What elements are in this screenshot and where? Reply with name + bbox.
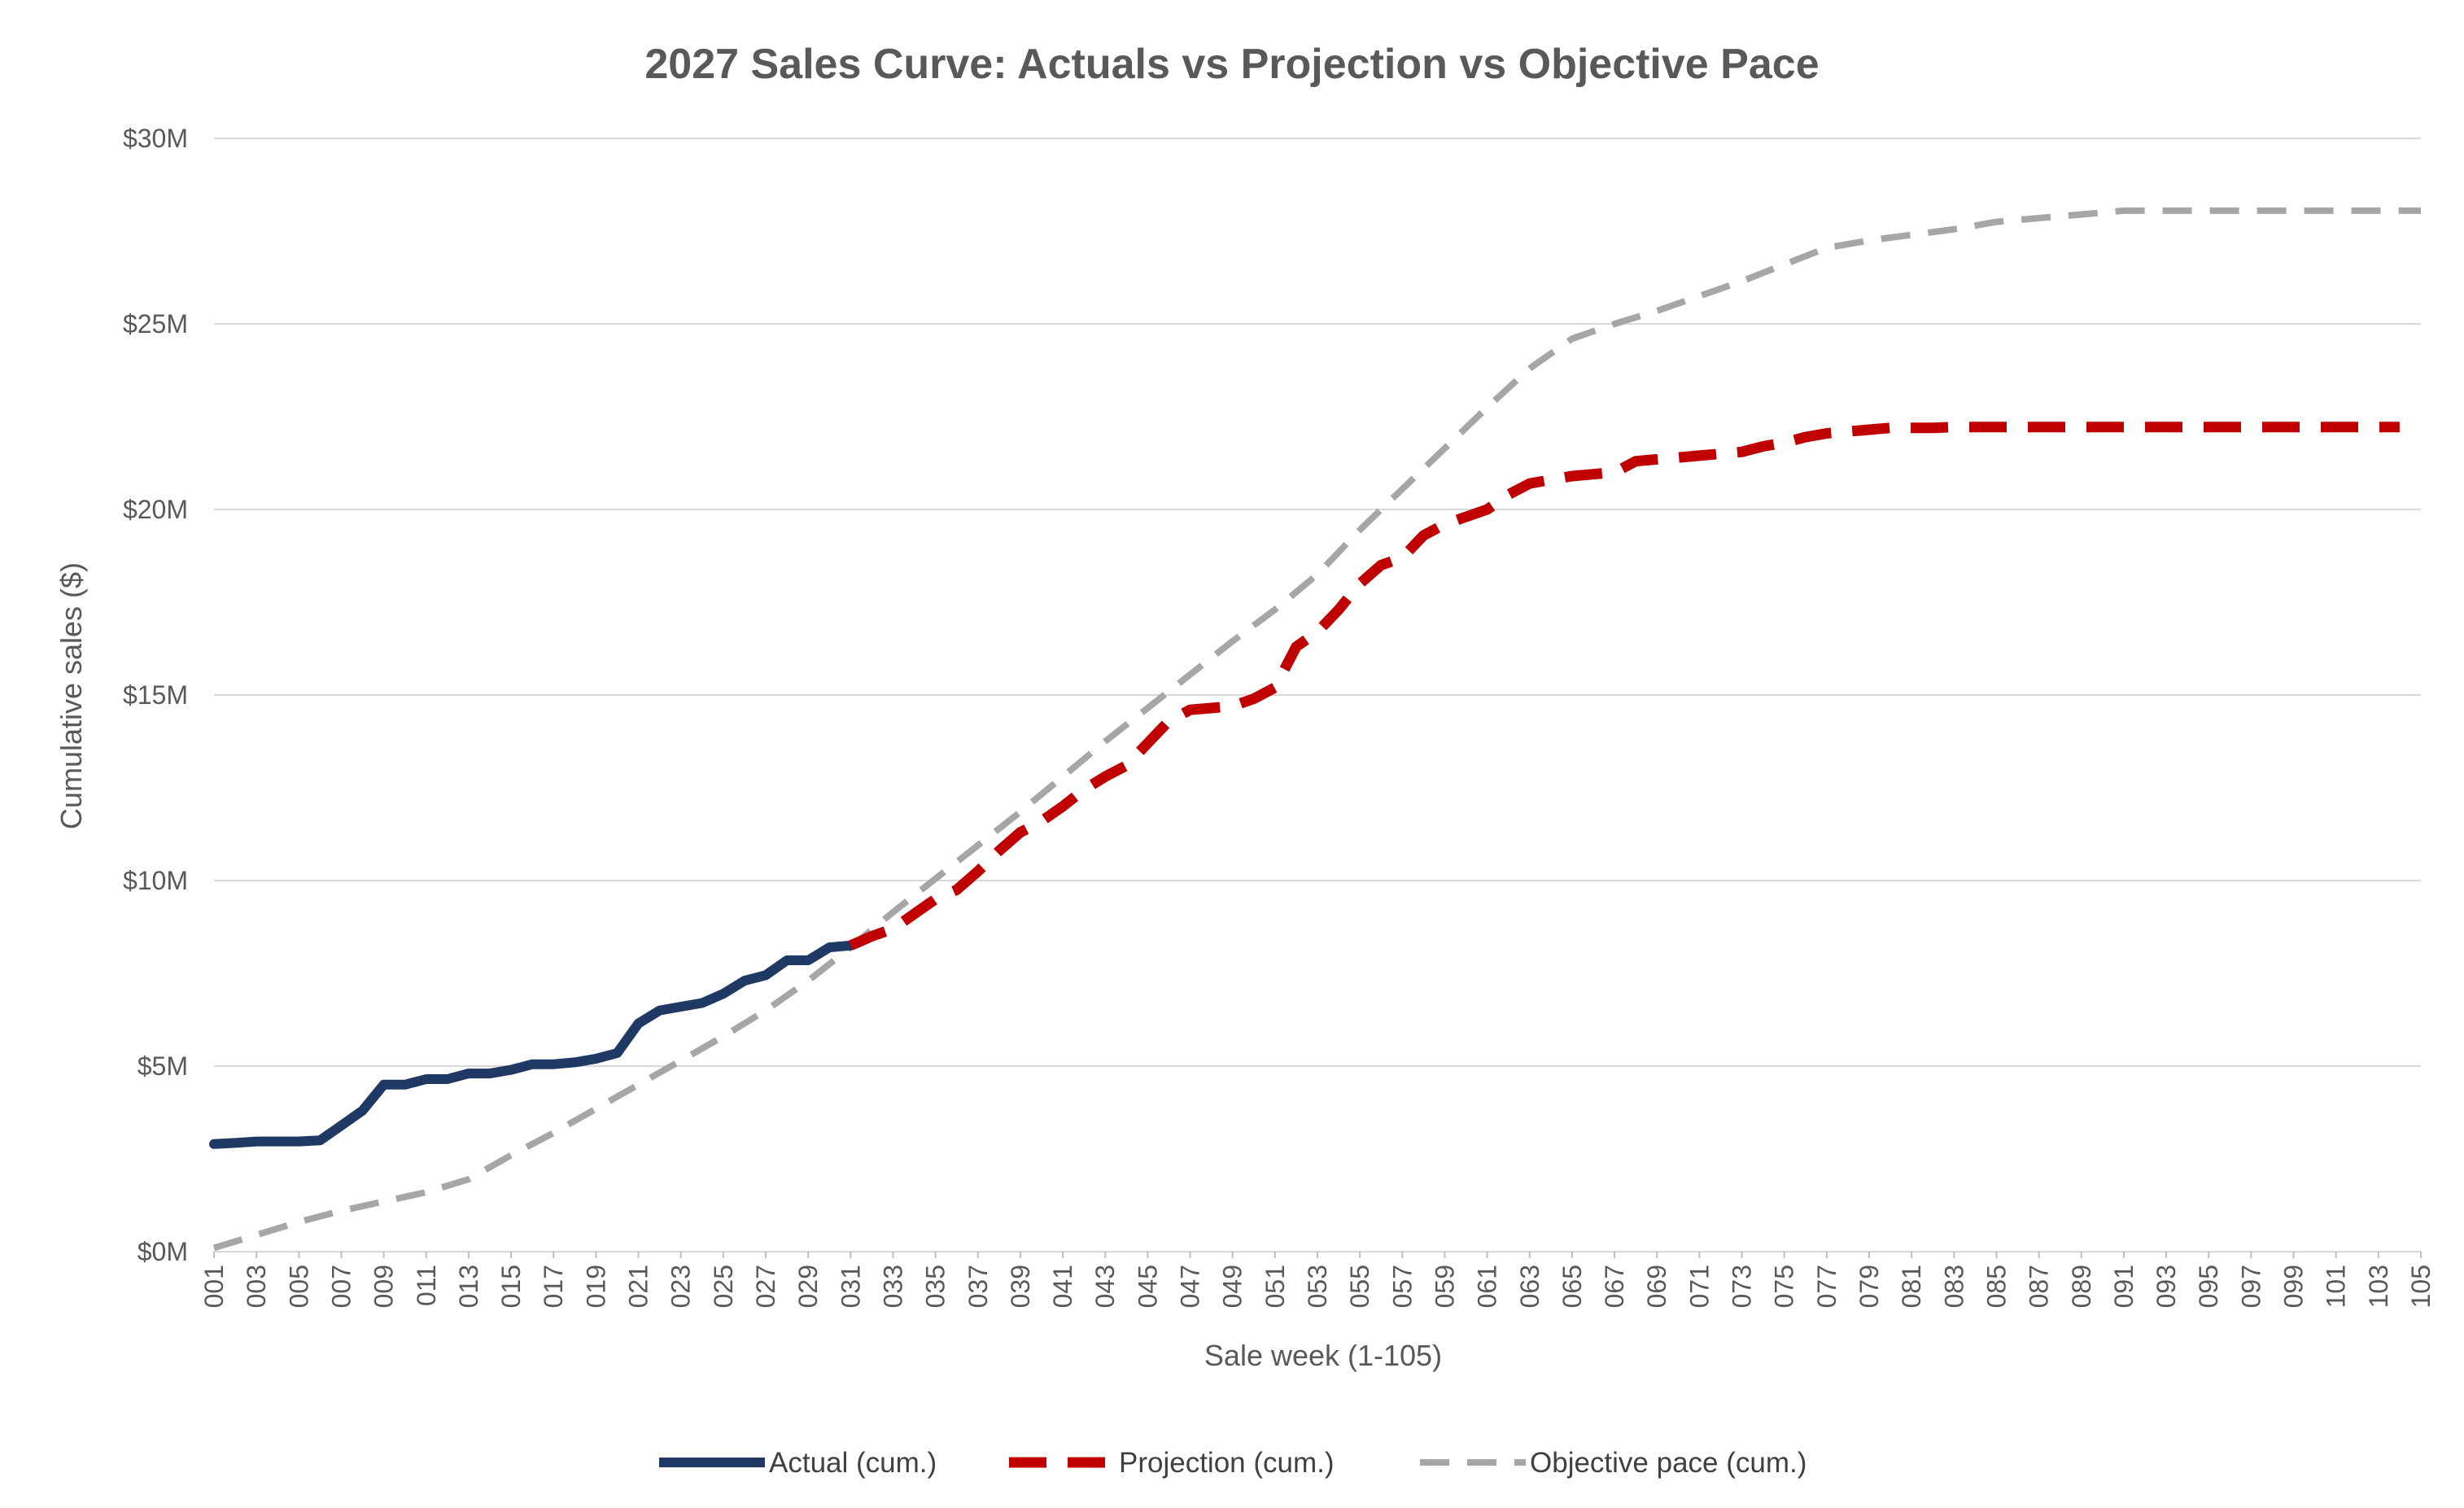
y-tick-label: $15M — [123, 680, 188, 710]
x-tick-label: 065 — [1557, 1265, 1587, 1308]
y-tick-label: $5M — [138, 1051, 188, 1081]
x-tick-label: 055 — [1345, 1265, 1374, 1308]
x-tick-label: 063 — [1515, 1265, 1544, 1308]
x-tick-label: 045 — [1133, 1265, 1162, 1308]
series-line-projection-cum — [848, 422, 2400, 951]
x-tick-label: 003 — [242, 1265, 271, 1308]
x-tick-label: 091 — [2109, 1265, 2139, 1308]
y-tick-label: $10M — [123, 866, 188, 895]
x-tick-label: 077 — [1812, 1265, 1841, 1308]
series-line-objective-pace-cum — [212, 207, 2421, 1252]
x-tick-label: 105 — [2406, 1265, 2436, 1308]
gridlines — [214, 138, 2421, 1252]
x-tick-label: 067 — [1600, 1265, 1629, 1308]
x-tick-label: 015 — [496, 1265, 526, 1308]
x-tick-label: 093 — [2152, 1265, 2181, 1308]
x-tick-label: 083 — [1939, 1265, 1968, 1308]
x-tick-label: 097 — [2236, 1265, 2265, 1308]
x-tick-label: 007 — [326, 1265, 356, 1308]
x-tick-label: 013 — [454, 1265, 483, 1308]
x-tick-label: 075 — [1770, 1265, 1799, 1308]
x-tick-label: 041 — [1048, 1265, 1077, 1308]
y-tick-label: $25M — [123, 309, 188, 339]
x-tick-label: 071 — [1684, 1265, 1714, 1308]
chart-title: 2027 Sales Curve: Actuals vs Projection … — [644, 41, 1819, 88]
x-tick-label: 025 — [709, 1265, 738, 1308]
x-tick-label: 059 — [1430, 1265, 1459, 1308]
x-tick-label: 005 — [284, 1265, 313, 1308]
legend-label: Projection (cum.) — [1119, 1447, 1335, 1479]
legend: Actual (cum.) Projection (cum.) Objective … — [659, 1447, 1806, 1479]
x-tick-label: 047 — [1176, 1265, 1205, 1308]
x-tick-label: 079 — [1855, 1265, 1884, 1308]
x-tick-label: 073 — [1728, 1265, 1757, 1308]
x-tick-label: 017 — [539, 1265, 568, 1308]
x-tick-label: 021 — [624, 1265, 653, 1308]
x-tick-label: 037 — [963, 1265, 993, 1308]
x-tick-label: 001 — [199, 1265, 229, 1308]
x-tick-label: 029 — [793, 1265, 823, 1308]
x-axis-ticks: 001 003 005 007 009 011 013 015 017 019 021 023 025 0… — [199, 1252, 2436, 1308]
x-tick-label: 049 — [1218, 1265, 1247, 1308]
y-tick-label: $0M — [138, 1237, 188, 1266]
x-tick-label: 057 — [1387, 1265, 1417, 1308]
x-tick-label: 011 — [412, 1265, 441, 1306]
plot-area — [209, 207, 2421, 1252]
x-tick-label: 009 — [369, 1265, 399, 1308]
x-tick-label: 051 — [1260, 1265, 1290, 1308]
x-tick-label: 027 — [751, 1265, 780, 1308]
y-axis-label: Cumulative sales ($) — [55, 562, 88, 829]
x-tick-label: 099 — [2279, 1265, 2309, 1308]
x-tick-label: 039 — [1006, 1265, 1035, 1308]
y-axis-ticks: $0M $5M $10M $15M $20M $25M $30M — [123, 124, 188, 1266]
x-tick-label: 023 — [666, 1265, 696, 1308]
x-tick-label: 089 — [2067, 1265, 2096, 1308]
x-tick-label: 031 — [836, 1265, 865, 1308]
x-tick-label: 101 — [2322, 1265, 2351, 1308]
x-tick-label: 035 — [921, 1265, 950, 1308]
x-axis-label: Sale week (1-105) — [1204, 1339, 1442, 1372]
series-line-actual-cum — [209, 940, 856, 1149]
x-tick-label: 053 — [1303, 1265, 1332, 1308]
x-tick-label: 043 — [1090, 1265, 1120, 1308]
x-tick-label: 095 — [2194, 1265, 2223, 1308]
x-tick-label: 019 — [581, 1265, 610, 1308]
x-tick-label: 081 — [1897, 1265, 1926, 1308]
y-tick-label: $20M — [123, 495, 188, 524]
legend-label: Actual (cum.) — [769, 1447, 937, 1479]
x-tick-label: 069 — [1642, 1265, 1671, 1308]
x-tick-label: 103 — [2364, 1265, 2393, 1308]
x-tick-label: 033 — [878, 1265, 907, 1308]
x-tick-label: 085 — [1981, 1265, 2011, 1308]
y-tick-label: $30M — [123, 124, 188, 153]
x-tick-label: 061 — [1473, 1265, 1502, 1308]
x-tick-label: 087 — [2025, 1265, 2054, 1308]
legend-label: Objective pace (cum.) — [1530, 1447, 1806, 1479]
